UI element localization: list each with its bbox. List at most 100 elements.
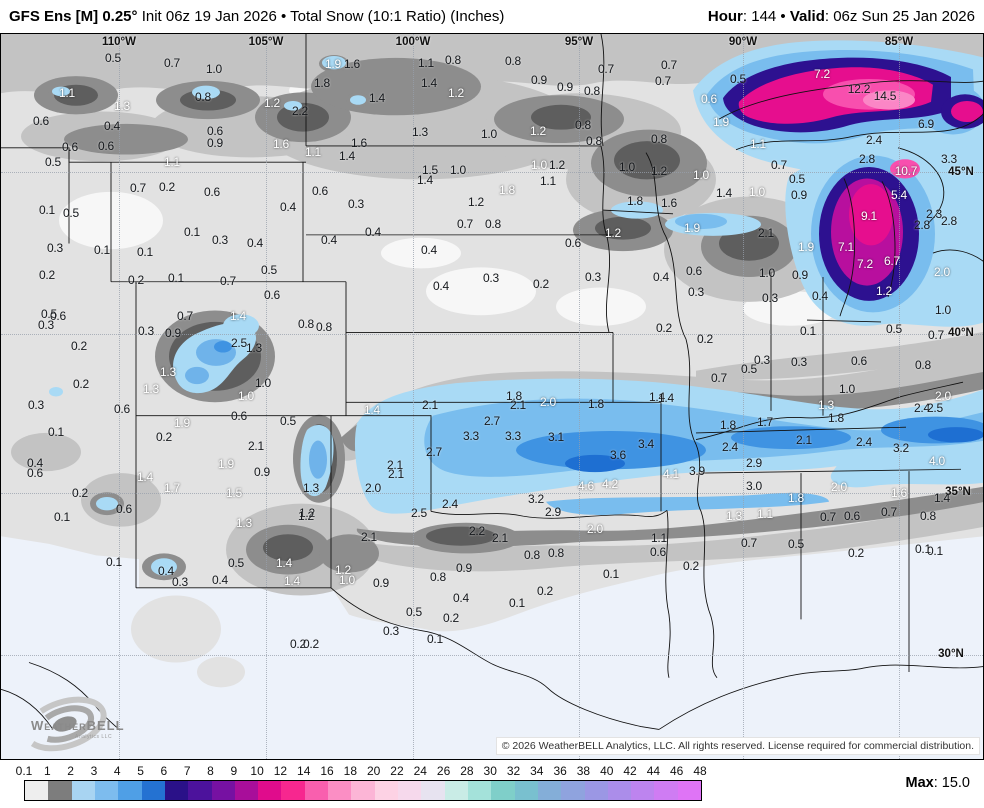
- map-value-label: 3.3: [462, 429, 480, 443]
- map-value-label: 0.1: [426, 632, 444, 646]
- colorbar-segment: [421, 781, 445, 800]
- map-value-label: 0.3: [584, 270, 602, 284]
- map-value-label: 2.9: [745, 456, 763, 470]
- colorbar-tick-label: 26: [436, 764, 451, 778]
- map-value-label: 2.4: [865, 133, 883, 147]
- map-value-label: 0.7: [163, 56, 181, 70]
- map-value-label: 1.2: [529, 124, 547, 138]
- latitude-gridline: [1, 334, 983, 335]
- map-value-label: 3.2: [892, 441, 910, 455]
- map-value-label: 1.0: [748, 185, 766, 199]
- map-value-label: 1.0: [205, 62, 223, 76]
- map-value-label: 0.6: [49, 309, 67, 323]
- map-value-label: 2.8: [940, 214, 958, 228]
- colorbar-segment: [94, 781, 119, 800]
- page-title: GFS Ens [M] 0.25° Init 06z 19 Jan 2026 •…: [9, 8, 504, 25]
- map-value-label: 0.5: [405, 605, 423, 619]
- latitude-label: 40°N: [948, 327, 974, 339]
- map-value-label: 2.4: [721, 440, 739, 454]
- map-value-label: 0.5: [62, 206, 80, 220]
- longitude-label: 105°W: [248, 36, 284, 48]
- latitude-label: 30°N: [938, 648, 964, 660]
- map-value-label: 1.4: [338, 149, 356, 163]
- colorbar-segment: [654, 781, 678, 800]
- map-value-label: 0.3: [790, 355, 808, 369]
- map-value-label: 1.3: [235, 516, 253, 530]
- map-value-label: 1.1: [539, 174, 557, 188]
- map-value-label: 0.4: [364, 225, 382, 239]
- map-value-label: 2.1: [795, 433, 813, 447]
- map-value-label: 0.8: [650, 132, 668, 146]
- map-value-label: 0.2: [155, 430, 173, 444]
- colorbar-segment: [467, 781, 492, 800]
- colorbar-tick-label: 42: [623, 764, 637, 778]
- map-value-label: 0.4: [652, 270, 670, 284]
- latitude-label: 45°N: [948, 166, 974, 178]
- map-value-label: 2.1: [387, 467, 405, 481]
- map-value-label: 1.4: [416, 173, 434, 187]
- colorbar-tick-label: 1: [43, 764, 51, 778]
- map-value-label: 0.8: [583, 84, 601, 98]
- map-value-label: 0.4: [26, 456, 44, 470]
- map-value-label: 0.6: [311, 184, 329, 198]
- map-value-label: 0.7: [176, 309, 194, 323]
- map-value-label: 0.4: [811, 289, 829, 303]
- map-value-label: 0.6: [203, 185, 221, 199]
- map-value-label: 2.0: [830, 480, 848, 494]
- map-value-label: 7.1: [837, 240, 855, 254]
- map-value-label: 0.5: [885, 322, 903, 336]
- map-value-label: 2.1: [491, 531, 509, 545]
- map-value-label: 0.9: [206, 136, 224, 150]
- map-value-label: 2.2: [468, 524, 486, 538]
- map-value-label: 3.3: [504, 429, 522, 443]
- map-value-label: 3.3: [940, 152, 958, 166]
- map-value-label: 3.4: [637, 437, 655, 451]
- map-value-label: 0.2: [536, 584, 554, 598]
- map-value-label: 0.8: [914, 358, 932, 372]
- map-value-label: 1.2: [447, 86, 465, 100]
- map-value-label: 1.1: [304, 145, 322, 159]
- map-value-label: 1.3: [245, 341, 263, 355]
- map-value-label: 0.6: [564, 236, 582, 250]
- weatherbell-logo: WeatherBELL Analytics LLC: [17, 696, 147, 758]
- map-value-label: 0.9: [791, 268, 809, 282]
- map-value-label: 10.7: [894, 164, 918, 178]
- map-value-label: 1.9: [683, 221, 701, 235]
- map-value-label: 1.4: [420, 76, 438, 90]
- map-value-label: 0.5: [787, 537, 805, 551]
- map-value-label: 0.9: [372, 576, 390, 590]
- map-value-label: 1.0: [618, 160, 636, 174]
- map-value-label: 1.3: [302, 481, 320, 495]
- colorbar-tick-label: 24: [413, 764, 427, 778]
- longitude-gridline: [899, 34, 900, 759]
- colorbar-tick-label: 22: [390, 764, 404, 778]
- colorbar-segment: [677, 781, 702, 800]
- latitude-gridline: [1, 493, 983, 494]
- map-value-label: 0.2: [442, 611, 460, 625]
- map-value-label: 1.8: [498, 183, 516, 197]
- colorbar-tick-label: 44: [646, 764, 661, 778]
- colorbar-legend: 0.1 1 2 3 4 5 6 7 8 9 10 12 14 16 18 20 22 24 26 28 30 32 34 36…: [0, 760, 984, 808]
- map-value-label: 1.4: [657, 391, 675, 405]
- map-value-label: 0.5: [279, 414, 297, 428]
- map-value-label: 0.3: [211, 233, 229, 247]
- colorbar-tick-label: 8: [207, 764, 214, 778]
- map-value-label: 3.2: [527, 492, 545, 506]
- map-value-label: 0.1: [136, 245, 154, 259]
- longitude-label: 90°W: [728, 36, 758, 48]
- map-value-label: 1.3: [817, 398, 835, 412]
- map-value-label: 0.2: [655, 321, 673, 335]
- map-value-label: 0.9: [530, 73, 548, 87]
- colorbar-tick-label: 40: [600, 764, 614, 778]
- map-value-label: 0.3: [46, 241, 64, 255]
- map-value-label: 1.2: [334, 563, 352, 577]
- longitude-gridline: [743, 34, 744, 759]
- map-value-label: 0.1: [47, 425, 65, 439]
- longitude-label: 85°W: [884, 36, 914, 48]
- colorbar-tick-label: 16: [320, 764, 334, 778]
- map-value-label: 2.4: [441, 497, 459, 511]
- map-value-label: 7.2: [813, 67, 831, 81]
- map-value-label: 0.1: [914, 542, 932, 556]
- map-value-label: 0.5: [260, 263, 278, 277]
